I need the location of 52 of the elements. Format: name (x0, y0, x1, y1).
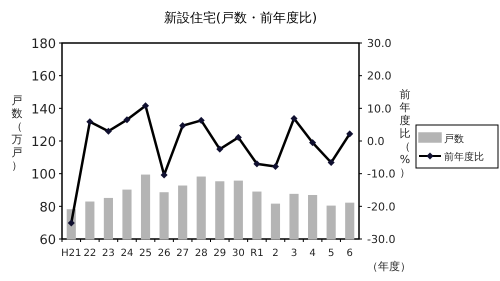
x-tick-label: 28 (194, 248, 208, 259)
point (328, 159, 335, 166)
x-tick-label: 30 (232, 248, 245, 259)
y-tick-label: 60 (39, 233, 56, 248)
x-tick-label: 3 (290, 248, 298, 259)
legend-label: 前年度比 (444, 151, 484, 163)
y2-axis-title: 前年度比（%） (400, 88, 410, 179)
x-tick-label: 22 (83, 248, 96, 259)
x-tick-label: 4 (309, 248, 316, 259)
x-tick-label: 23 (102, 248, 115, 259)
point (68, 219, 75, 226)
point (142, 102, 150, 110)
x-axis-title: （年度） (367, 260, 411, 273)
x-tick-label: R1 (250, 248, 264, 259)
y2-tick-label: -10.0 (367, 168, 396, 181)
y-tick-label: 120 (31, 135, 56, 150)
point (216, 146, 224, 153)
y2-tick-label: -20.0 (367, 200, 396, 214)
point (272, 162, 279, 170)
point (123, 116, 130, 124)
legend-label: 戸数 (444, 134, 464, 145)
point (179, 122, 186, 130)
y2-tick-label: 10.0 (367, 102, 392, 116)
y2-tick-label: 20.0 (367, 70, 392, 83)
x-tick-label: 27 (176, 248, 190, 259)
x-tick-label: 29 (213, 248, 226, 259)
point (309, 139, 316, 146)
point (86, 118, 94, 126)
point (290, 114, 298, 122)
x-tick-label: 6 (346, 248, 353, 259)
point (198, 116, 205, 124)
y-tick-label: 80 (39, 200, 56, 216)
chart-title: 新設住宅(戸数・前年度比) (164, 10, 318, 26)
point (253, 160, 260, 168)
y-tick-label: 100 (31, 168, 56, 183)
x-tick-label: 26 (158, 248, 170, 259)
point (346, 130, 354, 138)
point (234, 134, 242, 141)
y-axis-title: 戸数（万戸） (12, 94, 22, 172)
x-tick-label: 24 (120, 248, 134, 259)
point (104, 128, 112, 135)
y-tick-label: 140 (31, 102, 56, 118)
y-tick-label: 180 (31, 37, 56, 52)
point (160, 171, 168, 178)
y2-tick-label: -30.0 (367, 233, 396, 246)
x-tick-label: 25 (139, 248, 152, 259)
x-tick-label: 5 (328, 248, 334, 259)
x-tick-label: H21 (61, 248, 82, 259)
y-tick-label: 160 (31, 70, 56, 85)
y2-tick-label: 30.0 (367, 37, 392, 50)
x-tick-label: 2 (272, 248, 279, 259)
y2-tick-label: 0.0 (367, 135, 384, 148)
